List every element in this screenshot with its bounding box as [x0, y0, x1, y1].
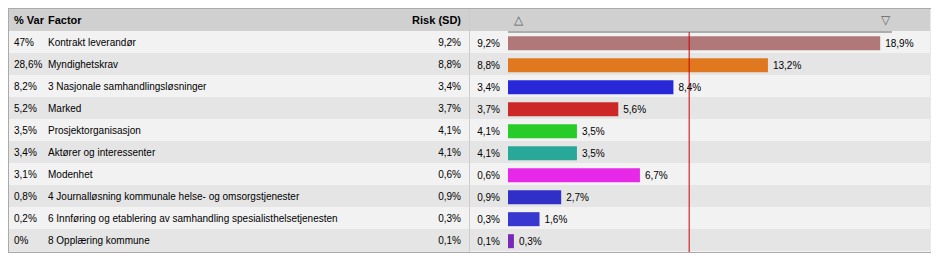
svg-text:5,6%: 5,6%: [623, 104, 646, 115]
html-text:Marked: Marked: [48, 102, 82, 114]
html-text:3,4%: 3,4%: [438, 80, 461, 92]
html-text:% Var Factor: % Var Factor: [14, 14, 82, 26]
html-text:3,1%: 3,1%: [14, 168, 37, 180]
svg-text:18,9%: 18,9%: [885, 38, 913, 49]
svg-text:3,4%: 3,4%: [477, 82, 500, 93]
html-text:3,7%: 3,7%: [438, 102, 461, 114]
html-text:Risk (SD): Risk (SD): [412, 14, 461, 26]
html-text:4 Journalløsning kommunale hel: 4 Journalløsning kommunale helse- og oms…: [48, 190, 300, 202]
html-text:5,2%: 5,2%: [14, 102, 37, 114]
html-text:8,2%: 8,2%: [14, 80, 37, 92]
svg-text:4,1%: 4,1%: [477, 126, 500, 137]
svg-text:0,1%: 0,1%: [477, 236, 500, 247]
html-text:Aktører og interessenter: Aktører og interessenter: [48, 146, 156, 158]
html-text:0,9%: 0,9%: [438, 190, 461, 202]
svg-text:6,7%: 6,7%: [645, 170, 668, 181]
html-text:8,8%: 8,8%: [438, 58, 461, 70]
svg-text:1,6%: 1,6%: [545, 214, 568, 225]
html-text:0,2%: 0,2%: [14, 212, 37, 224]
svg-text:8,8%: 8,8%: [477, 60, 500, 71]
html-text:3 Nasjonale samhandlingsløsnin: 3 Nasjonale samhandlingsløsninger: [48, 80, 207, 92]
html-text:4,1%: 4,1%: [438, 146, 461, 158]
html-text:Prosjektorganisasjon: Prosjektorganisasjon: [48, 124, 141, 136]
svg-text:0,9%: 0,9%: [477, 192, 500, 203]
svg-text:3,7%: 3,7%: [477, 104, 500, 115]
svg-text:0,6%: 0,6%: [477, 170, 500, 181]
svg-text:13,2%: 13,2%: [773, 60, 801, 71]
html-text:0,1%: 0,1%: [438, 234, 461, 246]
html-text:Modenhet: Modenhet: [48, 168, 93, 180]
html-text:4,1%: 4,1%: [438, 124, 461, 136]
html-text:47%: 47%: [14, 36, 34, 48]
svg-text:9,2%: 9,2%: [477, 38, 500, 49]
svg-text:3,5%: 3,5%: [582, 148, 605, 159]
html-text:Kontrakt leverandør: Kontrakt leverandør: [48, 36, 136, 48]
svg-text:0,3%: 0,3%: [519, 236, 542, 247]
html-text:Myndighetskrav: Myndighetskrav: [48, 58, 118, 70]
html-text:0,6%: 0,6%: [438, 168, 461, 180]
svg-text:4,1%: 4,1%: [477, 148, 500, 159]
html-text:9,2%: 9,2%: [438, 36, 461, 48]
svg-text:0,3%: 0,3%: [477, 214, 500, 225]
html-text:28,6%: 28,6%: [14, 58, 43, 70]
html-text:0%: 0%: [14, 234, 29, 246]
svg-text:2,7%: 2,7%: [566, 192, 589, 203]
html-text:3,4%: 3,4%: [14, 146, 37, 158]
html-text:8 Opplæring kommune: 8 Opplæring kommune: [48, 234, 150, 246]
html-text:0,3%: 0,3%: [438, 212, 461, 224]
svg-text:8,4%: 8,4%: [678, 82, 701, 93]
html-text:0,8%: 0,8%: [14, 190, 37, 202]
svg-text:3,5%: 3,5%: [582, 126, 605, 137]
html-text:3,5%: 3,5%: [14, 124, 37, 136]
html-text:6 Innføring og etablering av s: 6 Innføring og etablering av samhandling…: [48, 212, 338, 224]
